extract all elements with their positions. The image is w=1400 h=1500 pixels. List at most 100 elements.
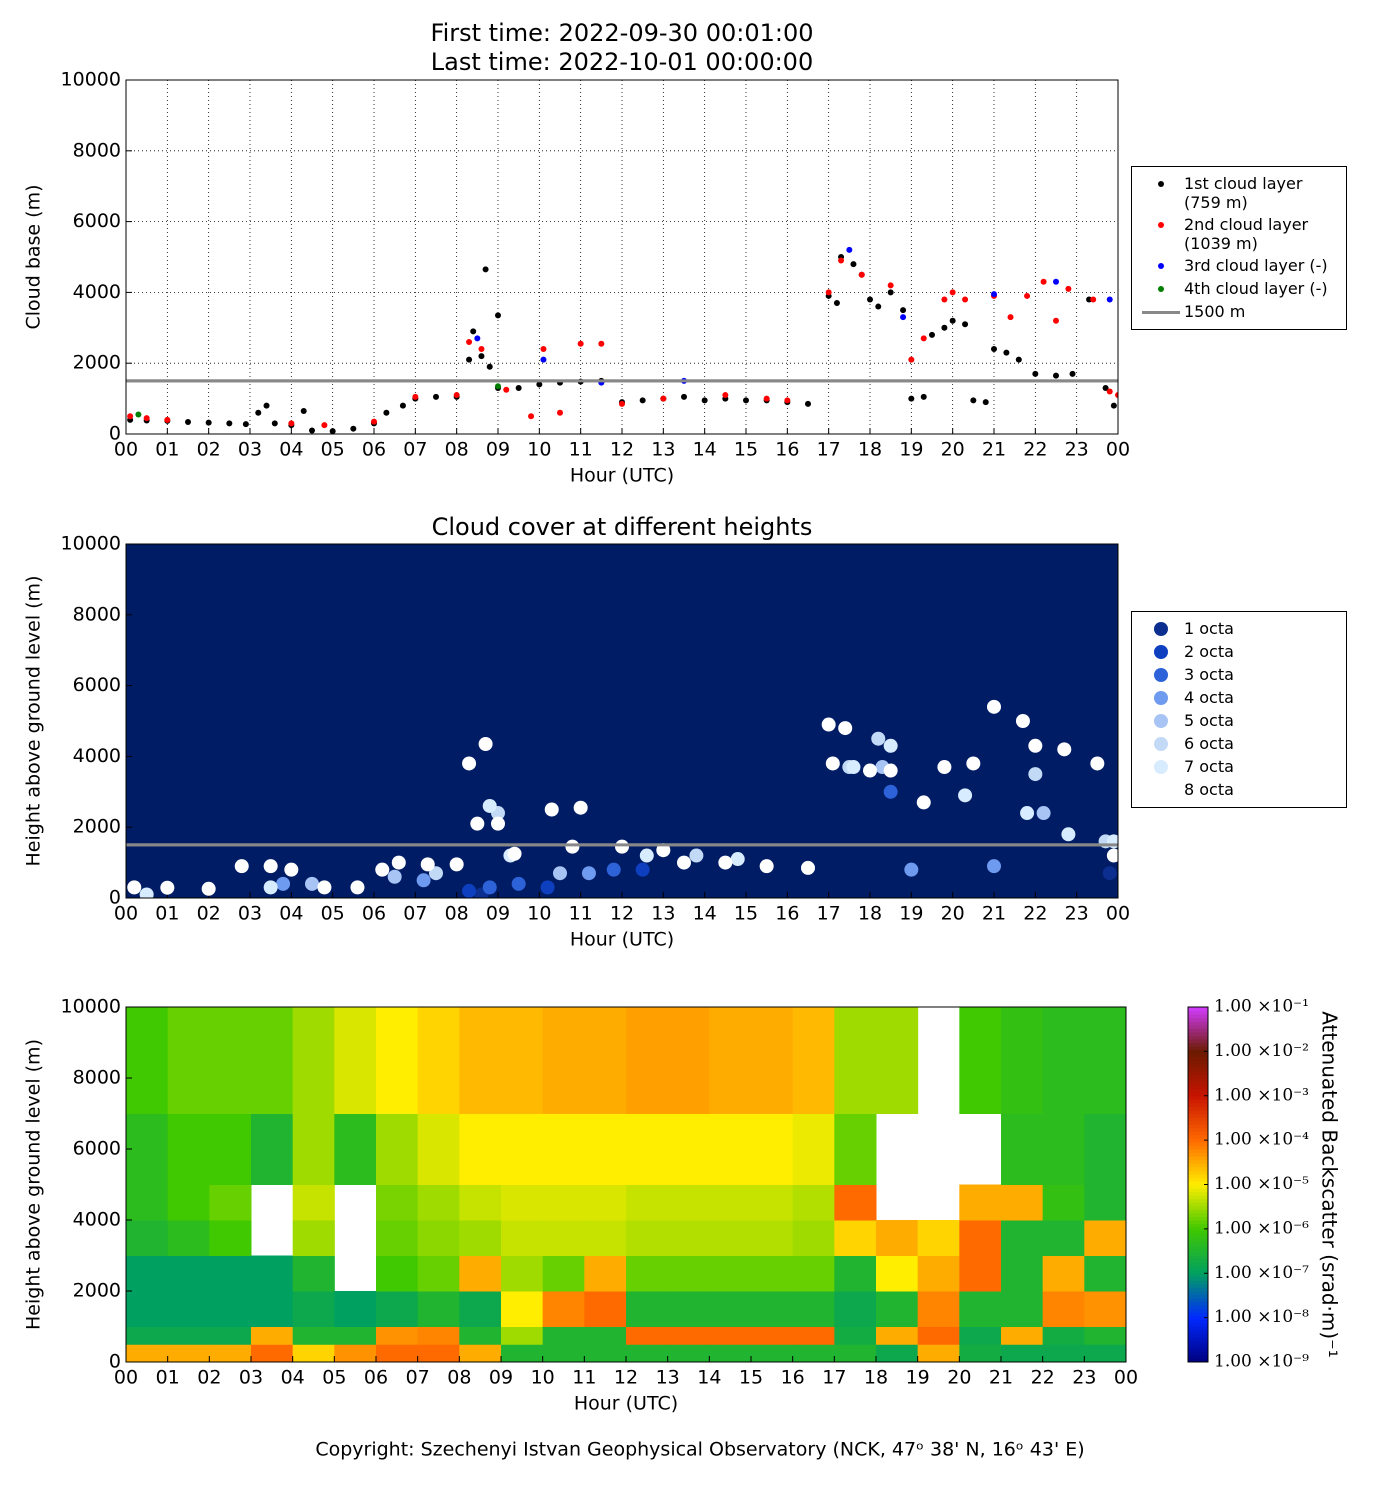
legend-symbol <box>1138 642 1184 662</box>
heatmap-cell <box>167 1007 210 1114</box>
legend-label: 1 octa <box>1184 619 1234 638</box>
heatmap-cell <box>167 1184 210 1221</box>
colorbar-step <box>1188 1117 1208 1122</box>
colorbar-step <box>1188 1035 1208 1040</box>
colorbar-step <box>1188 1237 1208 1242</box>
legend-symbol <box>1138 619 1184 639</box>
colorbar-step <box>1188 1170 1208 1175</box>
colorbar-step <box>1188 1074 1208 1079</box>
point <box>920 393 927 400</box>
point <box>478 737 493 752</box>
point <box>478 353 485 360</box>
colorbar-step <box>1188 1333 1208 1338</box>
x-tick-label: 12 <box>610 903 634 925</box>
point <box>309 427 315 434</box>
plot-background <box>126 544 1118 898</box>
legend-item: 5 octa <box>1138 711 1340 731</box>
heatmap-cell <box>584 1007 627 1114</box>
x-tick-label: 11 <box>572 1367 596 1389</box>
heatmap-cell <box>584 1184 627 1221</box>
legend-marker <box>1154 622 1168 636</box>
heatmap-cell <box>501 1220 544 1256</box>
heatmap-cell <box>584 1326 627 1345</box>
heatmap-cell <box>1001 1344 1044 1363</box>
x-tick-label: 15 <box>734 903 758 925</box>
x-tick-label: 18 <box>864 1367 888 1389</box>
point <box>540 346 547 353</box>
heatmap-cell <box>459 1220 502 1256</box>
x-tick-label: 23 <box>1072 1367 1096 1389</box>
point <box>908 395 915 402</box>
point <box>557 409 563 416</box>
heatmap-cell <box>251 1113 294 1185</box>
colorbar-step <box>1188 1078 1208 1083</box>
heatmap-cell <box>751 1007 794 1114</box>
colorbar-step <box>1188 1120 1208 1125</box>
point <box>466 356 473 363</box>
point <box>581 866 596 881</box>
point <box>962 321 969 328</box>
colorbar-step <box>1188 1209 1208 1214</box>
legend-label: 4 octa <box>1184 688 1234 707</box>
point <box>821 717 836 732</box>
x-tick-label: 10 <box>531 1367 555 1389</box>
heatmap-cell <box>542 1291 585 1327</box>
y-axis-label: Height above ground level (m) <box>23 576 45 867</box>
colorbar-step <box>1188 1241 1208 1246</box>
heatmap-cell <box>792 1113 835 1185</box>
heatmap-cell <box>792 1344 835 1363</box>
point <box>1003 349 1010 356</box>
colorbar-step <box>1188 1344 1208 1349</box>
colorbar-step <box>1188 1095 1208 1100</box>
heatmap-cell <box>959 1344 1002 1363</box>
legend-item: 1st cloud layer (759 m) <box>1138 174 1340 212</box>
colorbar-step <box>1188 1227 1208 1232</box>
colorbar-step <box>1188 1248 1208 1253</box>
heatmap-cell <box>667 1184 710 1221</box>
point <box>288 420 295 427</box>
point <box>1106 848 1118 863</box>
heatmap-cell <box>792 1255 835 1292</box>
heatmap-cell <box>126 1255 169 1292</box>
point <box>941 324 948 331</box>
point <box>759 859 774 874</box>
colorbar-step <box>1188 1127 1208 1132</box>
point <box>478 346 485 353</box>
point <box>466 338 473 345</box>
x-tick-label: 10 <box>527 439 551 461</box>
heatmap-cell <box>667 1220 710 1256</box>
x-tick-label: 18 <box>858 903 882 925</box>
colorbar-step <box>1188 1180 1208 1185</box>
heatmap-cell <box>1001 1184 1044 1221</box>
x-tick-label: 14 <box>693 903 717 925</box>
heatmap-cell <box>584 1291 627 1327</box>
heatmap-cell <box>376 1291 419 1327</box>
heatmap-cell <box>251 1344 294 1363</box>
heatmap-cell <box>709 1220 752 1256</box>
colorbar-step <box>1188 1315 1208 1320</box>
heatmap-cell <box>459 1007 502 1114</box>
y-tick-label: 2000 <box>73 816 121 838</box>
point <box>639 848 654 863</box>
colorbar-step <box>1188 1251 1208 1256</box>
colorbar-step <box>1188 1280 1208 1285</box>
plot-frame <box>125 79 1119 435</box>
x-tick-label: 21 <box>982 439 1006 461</box>
heatmap-cell <box>376 1113 419 1185</box>
x-tick-label: 21 <box>989 1367 1013 1389</box>
heatmap-cell <box>751 1220 794 1256</box>
colorbar-step <box>1188 1106 1208 1111</box>
point <box>234 859 249 874</box>
point <box>991 291 997 298</box>
point <box>904 862 919 877</box>
x-tick-label: 17 <box>817 903 841 925</box>
x-tick-label: 16 <box>781 1367 805 1389</box>
point <box>143 415 150 422</box>
x-tick-label: 22 <box>1023 903 1047 925</box>
point <box>449 857 464 872</box>
legend-item: 3rd cloud layer (-) <box>1138 256 1340 276</box>
heatmap-cell <box>959 1220 1002 1256</box>
legend-label: 6 octa <box>1184 734 1234 753</box>
point <box>784 397 791 404</box>
